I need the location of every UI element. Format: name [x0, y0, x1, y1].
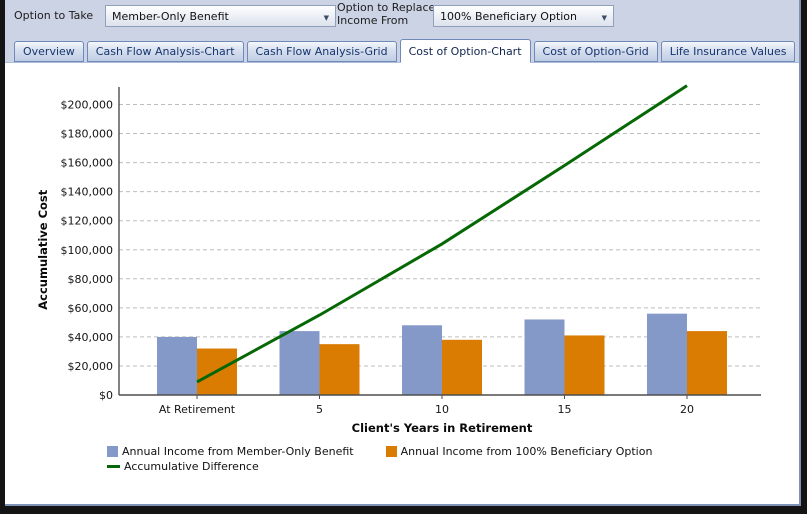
- bar-member-only: [279, 331, 320, 395]
- option-to-take-label: Option to Take: [14, 9, 94, 22]
- x-tick-label: 10: [435, 403, 449, 416]
- legend-accumulative-difference: Accumulative Difference: [107, 459, 259, 474]
- y-tick-label: $160,000: [61, 157, 114, 170]
- x-tick-label: 20: [680, 403, 694, 416]
- tab-content: $0 $20,000 $40,000 $60,000 $80,000 $100,000 $1…: [5, 62, 799, 504]
- y-tick-label: $20,000: [68, 360, 114, 373]
- dropdown-arrow-icon: ▼: [601, 14, 607, 22]
- y-tick-label: $0: [99, 389, 113, 402]
- x-tick-label: At Retirement: [159, 403, 236, 416]
- y-tick-label: $60,000: [68, 302, 114, 315]
- tab-cash-flow-analysis-chart[interactable]: Cash Flow Analysis-Chart: [86, 41, 244, 62]
- y-axis-title: Accumulative Cost: [36, 189, 50, 310]
- tab-bar: Overview Cash Flow Analysis-Chart Cash F…: [5, 37, 799, 63]
- toolbar: Option to Take Member-Only Benefit ▼ Opt…: [5, 0, 799, 37]
- y-tick-label: $100,000: [61, 244, 114, 257]
- x-axis-title: Client's Years in Retirement: [352, 421, 533, 435]
- x-tick-label: 15: [558, 403, 572, 416]
- tab-cost-of-option-grid[interactable]: Cost of Option-Grid: [533, 41, 658, 62]
- bar-beneficiary: [687, 331, 727, 395]
- y-tick-label: $140,000: [61, 186, 114, 199]
- chart-legend: Annual Income from Member-Only Benefit A…: [107, 444, 799, 474]
- legend-beneficiary-option: Annual Income from 100% Beneficiary Opti…: [385, 444, 652, 459]
- option-to-replace-value: 100% Beneficiary Option: [440, 9, 578, 23]
- bar-member-only: [157, 336, 197, 395]
- tab-cost-of-option-chart[interactable]: Cost of Option-Chart: [399, 39, 531, 63]
- y-tick-label: $80,000: [68, 273, 114, 286]
- bar-beneficiary: [319, 344, 360, 395]
- tab-overview[interactable]: Overview: [14, 41, 84, 62]
- y-tick-label: $120,000: [61, 215, 114, 228]
- bar-beneficiary: [564, 335, 605, 395]
- option-to-replace-label: Option to Replace Income From: [337, 1, 436, 27]
- accumulative-difference-line: [196, 84, 688, 384]
- member-only-swatch-icon: [107, 446, 118, 457]
- window: Option to Take Member-Only Benefit ▼ Opt…: [5, 0, 801, 506]
- x-tick-label: 5: [316, 403, 323, 416]
- dropdown-arrow-icon: ▼: [323, 14, 329, 22]
- bar-member-only: [402, 325, 442, 395]
- difference-line-swatch-icon: [107, 465, 120, 468]
- bar-member-only: [524, 319, 565, 395]
- option-to-take-select[interactable]: Member-Only Benefit ▼: [105, 5, 336, 27]
- y-tick-label: $40,000: [68, 331, 114, 344]
- y-tick-label: $180,000: [61, 128, 114, 141]
- y-tick-label: $200,000: [61, 99, 114, 112]
- option-to-take-value: Member-Only Benefit: [112, 9, 229, 23]
- tab-life-insurance-values[interactable]: Life Insurance Values: [660, 41, 796, 62]
- bar-member-only: [647, 313, 687, 395]
- bar-beneficiary: [442, 339, 482, 395]
- cost-of-option-chart: $0 $20,000 $40,000 $60,000 $80,000 $100,000 $1…: [36, 84, 761, 435]
- option-to-replace-select[interactable]: 100% Beneficiary Option ▼: [433, 5, 614, 27]
- legend-member-only-benefit: Annual Income from Member-Only Benefit: [107, 444, 354, 459]
- beneficiary-swatch-icon: [385, 446, 397, 457]
- tab-cash-flow-analysis-grid[interactable]: Cash Flow Analysis-Grid: [246, 41, 397, 62]
